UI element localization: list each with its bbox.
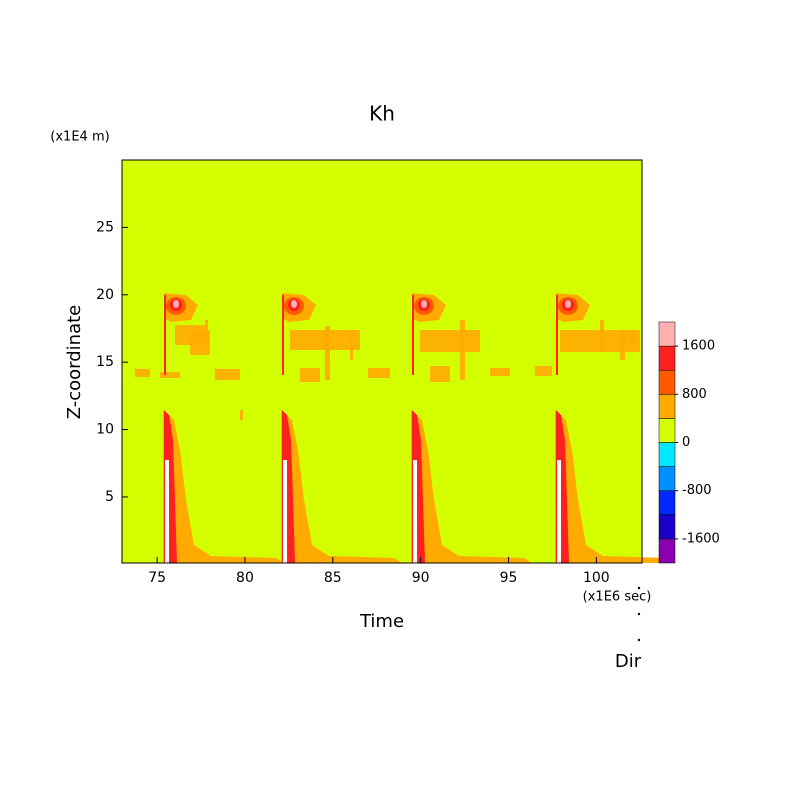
- y-tick-label: 25: [96, 219, 114, 235]
- contour-region: [283, 460, 287, 563]
- colorbar-swatch: [658, 538, 676, 564]
- colorbar-tick-label: -1600: [682, 531, 720, 546]
- contour-region: [420, 330, 480, 352]
- y-tick-label: 5: [105, 489, 114, 505]
- contour-region: [557, 460, 561, 563]
- colorbar-tick-label: 800: [682, 387, 707, 402]
- colorbar-swatch: [658, 490, 676, 516]
- contour-region: [600, 320, 604, 350]
- dot: [637, 638, 641, 642]
- colorbar-swatch: [658, 418, 676, 443]
- x-tick-label: 75: [148, 570, 166, 586]
- contour-region: [412, 295, 414, 375]
- y-axis-label: Z-coordinate: [64, 305, 85, 420]
- contour-region: [215, 369, 240, 380]
- colorbar-swatch: [658, 321, 676, 347]
- contour-region: [413, 460, 417, 563]
- contour-region: [368, 368, 390, 378]
- contour-region: [291, 300, 297, 308]
- contour-region: [173, 300, 179, 308]
- y-tick-label: 10: [96, 422, 114, 438]
- x-tick-label: 85: [324, 570, 342, 586]
- contour-region: [165, 460, 169, 563]
- contour-region: [325, 326, 330, 380]
- contour-region: [565, 300, 571, 308]
- contour-region: [630, 330, 636, 345]
- x-axis-label: Time: [359, 611, 404, 632]
- colorbar-swatch: [658, 345, 676, 371]
- contour-region: [460, 320, 465, 380]
- colorbar-swatch: [658, 466, 676, 491]
- dot: [637, 612, 641, 616]
- x-tick-label: 100: [583, 570, 610, 586]
- note: Dir: [615, 651, 642, 672]
- contour-region: [620, 330, 625, 360]
- contour-region: [164, 295, 166, 375]
- contour-region: [535, 366, 552, 376]
- x-unit: (x1E6 sec): [583, 590, 652, 605]
- contour-region: [282, 295, 284, 375]
- plot-frame: [121, 159, 643, 564]
- contour-region: [240, 410, 243, 420]
- contour-region: [205, 320, 208, 345]
- x-tick-label: 95: [500, 570, 518, 586]
- y-tick-label: 15: [96, 354, 114, 370]
- colorbar-swatch: [658, 369, 676, 395]
- plot-area: [121, 159, 676, 564]
- colorbar-tick-label: -800: [682, 483, 712, 498]
- dot: [637, 586, 641, 590]
- x-tick-label: 90: [412, 570, 430, 586]
- y-tick-label: 20: [96, 287, 114, 303]
- chart-title: Kh: [369, 102, 395, 126]
- contour-region: [421, 300, 427, 308]
- contour-region: [430, 366, 450, 382]
- x-tick-label: 80: [236, 570, 254, 586]
- contour-region: [350, 330, 353, 360]
- y-unit: (x1E4 m): [50, 130, 109, 145]
- contour-region: [160, 372, 180, 378]
- colorbar-swatch: [658, 442, 676, 467]
- colorbar-swatch: [658, 394, 676, 419]
- colorbar-tick-label: 0: [682, 435, 690, 450]
- contour-region: [135, 369, 150, 377]
- contour-region: [556, 295, 558, 375]
- contour-region: [300, 368, 320, 382]
- colorbar-swatch: [658, 514, 676, 540]
- colorbar-tick-label: 1600: [682, 339, 715, 354]
- contour-region: [490, 368, 510, 376]
